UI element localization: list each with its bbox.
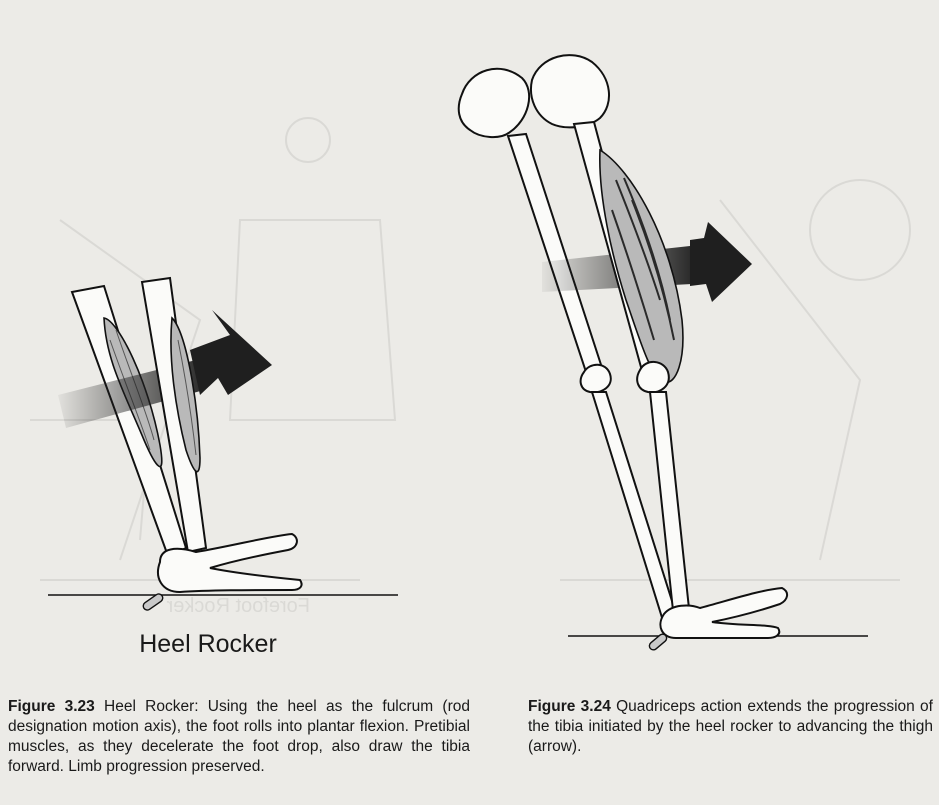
caption-number: Figure 3.24 (528, 698, 611, 715)
foot-left (157, 532, 303, 594)
ghost-text: Forefoot Rocker (166, 595, 310, 617)
progression-arrow-right-head (690, 222, 752, 302)
figure-label-heel-rocker: Heel Rocker (139, 630, 277, 658)
knee-front (636, 361, 670, 394)
progression-arrow-left-head (190, 310, 272, 395)
knee-back (579, 363, 612, 394)
femur-back-head (457, 67, 531, 138)
caption-figure-3-24: Figure 3.24 Quadriceps action extends th… (528, 697, 933, 757)
caption-number: Figure 3.23 (8, 698, 95, 715)
heel-rod-left (142, 593, 164, 611)
heel-rod-right (648, 633, 668, 651)
caption-figure-3-23: Figure 3.23 Heel Rocker: Using the heel … (8, 697, 470, 777)
femur-front-head (530, 54, 611, 129)
caption-text: Quadriceps action extends the progressio… (528, 698, 933, 755)
caption-text: Heel Rocker: Using the heel as the fulcr… (8, 698, 471, 775)
pretibial-muscle-front (170, 316, 201, 473)
tibia-back (70, 284, 188, 558)
quadriceps-fibers (611, 177, 675, 341)
tibia-front (140, 276, 208, 554)
foot-right (659, 586, 788, 640)
